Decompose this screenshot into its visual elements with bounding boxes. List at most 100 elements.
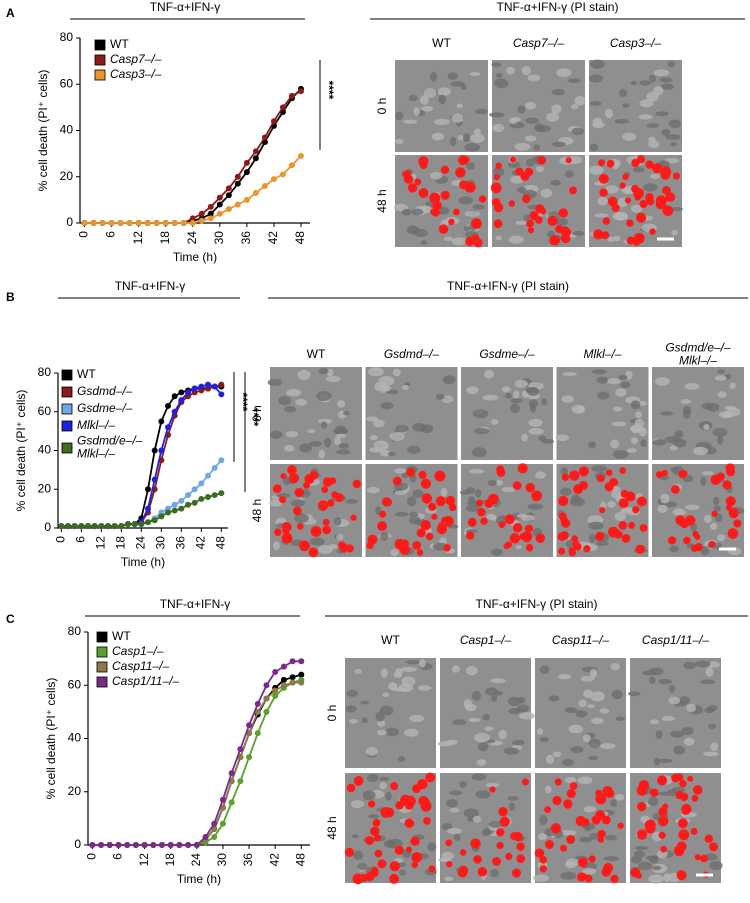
pi-stain [652,163,663,174]
cell [630,80,638,86]
cell [652,439,667,446]
y-tick-label: 0 [66,215,73,229]
row-label: 48 h [325,816,339,839]
data-point [243,196,250,203]
data-point [185,501,191,508]
cell [484,369,495,379]
cell [378,375,395,386]
pi-stain [606,159,615,168]
cell [668,696,681,705]
series-line [92,679,302,846]
data-point [191,499,198,506]
pi-stain [443,544,451,552]
pi-stain [338,541,346,549]
pi-stain [584,874,593,883]
cell [278,395,292,406]
cell [472,408,489,419]
pi-stain [726,467,736,477]
cell [401,208,412,216]
pi-stain [558,512,567,521]
cell [427,842,437,852]
pi-stain [605,469,613,477]
cell-image [459,463,553,557]
cell [717,391,727,398]
cell [409,714,424,723]
pi-stain [599,188,608,197]
pi-stain [708,540,716,548]
cell [349,719,358,724]
data-point [178,389,185,396]
pi-stain [345,544,354,553]
cell [495,235,503,241]
data-point [145,519,151,526]
data-point [145,505,151,512]
data-point [254,708,261,715]
pi-stain [484,498,494,509]
pi-stain [496,465,505,474]
legend-swatch [61,369,73,381]
cell [399,869,407,876]
cell [489,112,505,118]
data-point [243,159,250,166]
cell [575,710,588,718]
cell [671,229,678,236]
cell [373,419,385,428]
pi-stain [565,157,572,164]
data-point [237,778,244,785]
data-point [270,176,277,183]
image-panel-title: TNF-α+IFN-γ (PI stain) [497,0,619,14]
pi-stain [370,866,379,875]
cell [700,476,707,486]
y-tick-label: 40 [68,731,82,745]
legend-label: Casp11–/– [112,659,169,673]
pi-stain [660,845,667,853]
pi-stain [512,481,522,491]
cell [665,134,681,140]
x-tick-label: 6 [111,853,125,860]
pi-stain [711,510,718,517]
pi-stain [569,470,580,481]
pi-stain [498,521,506,529]
cell [443,236,453,241]
column-label: Gsdme–/– [479,347,535,361]
pi-stain [407,183,418,193]
cell-image [555,367,649,460]
cell-image [589,59,682,152]
pi-stain [464,181,476,193]
data-point [205,472,211,479]
cell [572,230,585,236]
pi-stain [649,228,656,235]
cell [431,132,445,141]
cell [285,430,299,438]
cell [639,99,654,108]
pi-stain [504,514,515,525]
cell [590,59,605,69]
pi-stain [327,499,335,507]
pi-stain [496,828,505,837]
chart-title: TNF-α+IFN-γ [115,279,186,293]
cell [555,434,570,442]
x-tick-label: 0 [77,231,91,238]
data-point [298,679,305,686]
x-tick-label: 24 [185,231,199,245]
data-point [108,220,115,226]
cell [589,101,602,106]
pi-stain [602,785,613,797]
cell-image [490,155,585,247]
cell [468,717,481,722]
cell-image [652,463,745,557]
data-point [165,402,171,409]
data-point [191,385,198,392]
cell [674,430,684,439]
pi-stain [445,839,453,847]
cell [379,449,391,457]
cell [444,876,454,882]
cell [615,388,627,397]
cell [475,790,491,799]
cell [648,667,664,676]
data-point [191,486,198,493]
cell [703,424,710,430]
pi-stain [595,793,607,805]
cell [594,213,609,218]
cell [334,436,341,445]
